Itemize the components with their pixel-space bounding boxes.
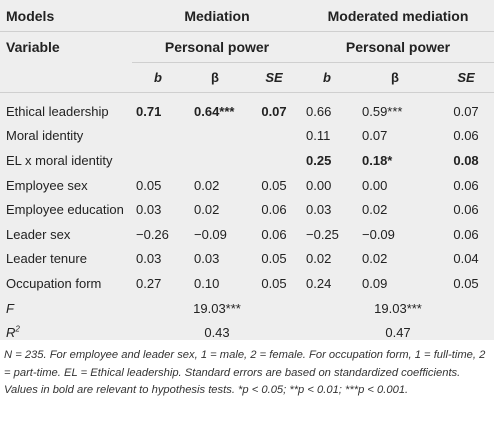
r2-mediation: 0.43 [204, 325, 230, 341]
r2-label: R2 [6, 324, 20, 341]
header-row-models: Models Mediation Moderated mediation [0, 0, 494, 32]
moderated-beta-cell: 0.18* [362, 152, 393, 168]
mediation-se-cell: 0.05 [261, 177, 287, 193]
moderated-mediation-header: Moderated mediation [302, 0, 494, 32]
mediation-se-cell: 0.05 [261, 275, 287, 291]
mediation-b-cell: 0.05 [136, 177, 162, 193]
row-label: Employee sex [6, 177, 88, 193]
col-b-right: b [302, 62, 352, 93]
models-label: Models [0, 0, 132, 32]
table-footnote: N = 235. For employee and leader sex, 1 … [4, 349, 486, 396]
f-mediation: 19.03*** [193, 300, 241, 316]
table-row: EL x moral identity 0.25 0.18* 0.08 [0, 148, 494, 173]
col-beta-left: β [184, 62, 246, 93]
moderated-b-cell: 0.03 [306, 202, 332, 218]
table-row: Moral identity 0.11 0.07 0.06 [0, 124, 494, 149]
moderated-b-cell: 0.02 [306, 251, 332, 267]
moderated-b-cell: 0.11 [306, 128, 331, 144]
table-row: Occupation form 0.27 0.10 0.05 0.24 0.09 0.05 [0, 271, 494, 296]
mediation-se-cell: 0.07 [261, 103, 287, 119]
row-label: Ethical leadership [6, 103, 109, 119]
results-table: Models Mediation Moderated mediation Var… [0, 0, 494, 345]
mediation-se-cell: 0.05 [261, 251, 287, 267]
mediation-b-cell: −0.26 [136, 226, 169, 242]
mediation-beta-cell: 0.02 [194, 202, 220, 218]
row-label: Occupation form [6, 275, 102, 291]
mediation-b-cell: 0.03 [136, 202, 162, 218]
col-se-left: SE [246, 62, 302, 93]
header-row-variable: Variable Personal power Personal power [0, 31, 494, 63]
mediation-beta-cell: 0.10 [194, 275, 220, 291]
row-label: Moral identity [6, 128, 84, 144]
moderated-se-cell: 0.06 [453, 226, 479, 242]
row-label: Leader tenure [6, 251, 87, 267]
moderated-se-cell: 0.06 [453, 128, 479, 144]
col-beta-right: β [352, 62, 438, 93]
mediation-b-cell: 0.03 [136, 251, 162, 267]
mediation-se-cell [246, 148, 302, 173]
moderated-beta-cell: 0.07 [362, 128, 388, 144]
moderated-b-cell: 0.25 [306, 152, 332, 168]
moderated-beta-cell: 0.59*** [362, 103, 403, 119]
mediation-beta-cell: 0.02 [194, 177, 220, 193]
moderated-b-cell: −0.25 [306, 226, 339, 242]
f-moderated: 19.03*** [374, 300, 422, 316]
col-b-left: b [132, 62, 184, 93]
moderated-b-cell: 0.00 [306, 177, 332, 193]
r2-row: R2 0.43 0.47 [0, 320, 494, 345]
row-label: Employee education [6, 202, 124, 218]
mediation-header: Mediation [132, 0, 302, 32]
row-label: EL x moral identity [6, 152, 113, 168]
table-row: Employee education 0.03 0.02 0.06 0.03 0.02 0.… [0, 197, 494, 222]
row-label: Leader sex [6, 226, 71, 242]
moderated-b-cell: 0.24 [306, 275, 332, 291]
mediation-beta-cell: 0.64*** [194, 103, 235, 119]
moderated-se-cell: 0.05 [453, 275, 479, 291]
moderated-beta-cell: 0.09 [362, 275, 388, 291]
mediation-beta-cell [184, 148, 246, 173]
table-row: Leader tenure 0.03 0.03 0.05 0.02 0.02 0.04 [0, 247, 494, 272]
moderated-beta-cell: 0.02 [362, 202, 388, 218]
moderated-se-cell: 0.08 [453, 152, 479, 168]
outcome-header-right: Personal power [302, 31, 494, 63]
mediation-beta-cell [184, 124, 246, 149]
r2-moderated: 0.47 [385, 325, 411, 341]
col-se-right: SE [438, 62, 494, 93]
mediation-b-cell: 0.27 [136, 275, 162, 291]
table-row: Employee sex 0.05 0.02 0.05 0.00 0.00 0.06 [0, 173, 494, 198]
mediation-b-cell [132, 124, 184, 149]
mediation-beta-cell: −0.09 [194, 226, 227, 242]
moderated-se-cell: 0.07 [453, 103, 479, 119]
mediation-se-cell: 0.06 [261, 202, 287, 218]
f-label: F [6, 300, 14, 316]
moderated-beta-cell: 0.02 [362, 251, 388, 267]
header-row-stats: b β SE b β SE [0, 62, 494, 93]
results-table-panel: Models Mediation Moderated mediation Var… [0, 0, 494, 340]
moderated-se-cell: 0.06 [453, 202, 479, 218]
moderated-beta-cell: −0.09 [362, 226, 395, 242]
moderated-beta-cell: 0.00 [362, 177, 388, 193]
mediation-beta-cell: 0.03 [194, 251, 220, 267]
moderated-se-cell: 0.06 [453, 177, 479, 193]
moderated-b-cell: 0.66 [306, 103, 332, 119]
variable-label: Variable [6, 39, 60, 56]
table-row: Leader sex −0.26 −0.09 0.06 −0.25 −0.09 0.06 [0, 222, 494, 247]
outcome-header-left: Personal power [132, 31, 302, 63]
moderated-se-cell: 0.04 [453, 251, 479, 267]
table-row: Ethical leadership 0.71 0.64*** 0.07 0.66 0.5… [0, 99, 494, 124]
mediation-b-cell: 0.71 [136, 103, 162, 119]
mediation-se-cell [246, 124, 302, 149]
mediation-se-cell: 0.06 [261, 226, 287, 242]
mediation-b-cell [132, 148, 184, 173]
f-row: F 19.03*** 19.03*** [0, 296, 494, 321]
